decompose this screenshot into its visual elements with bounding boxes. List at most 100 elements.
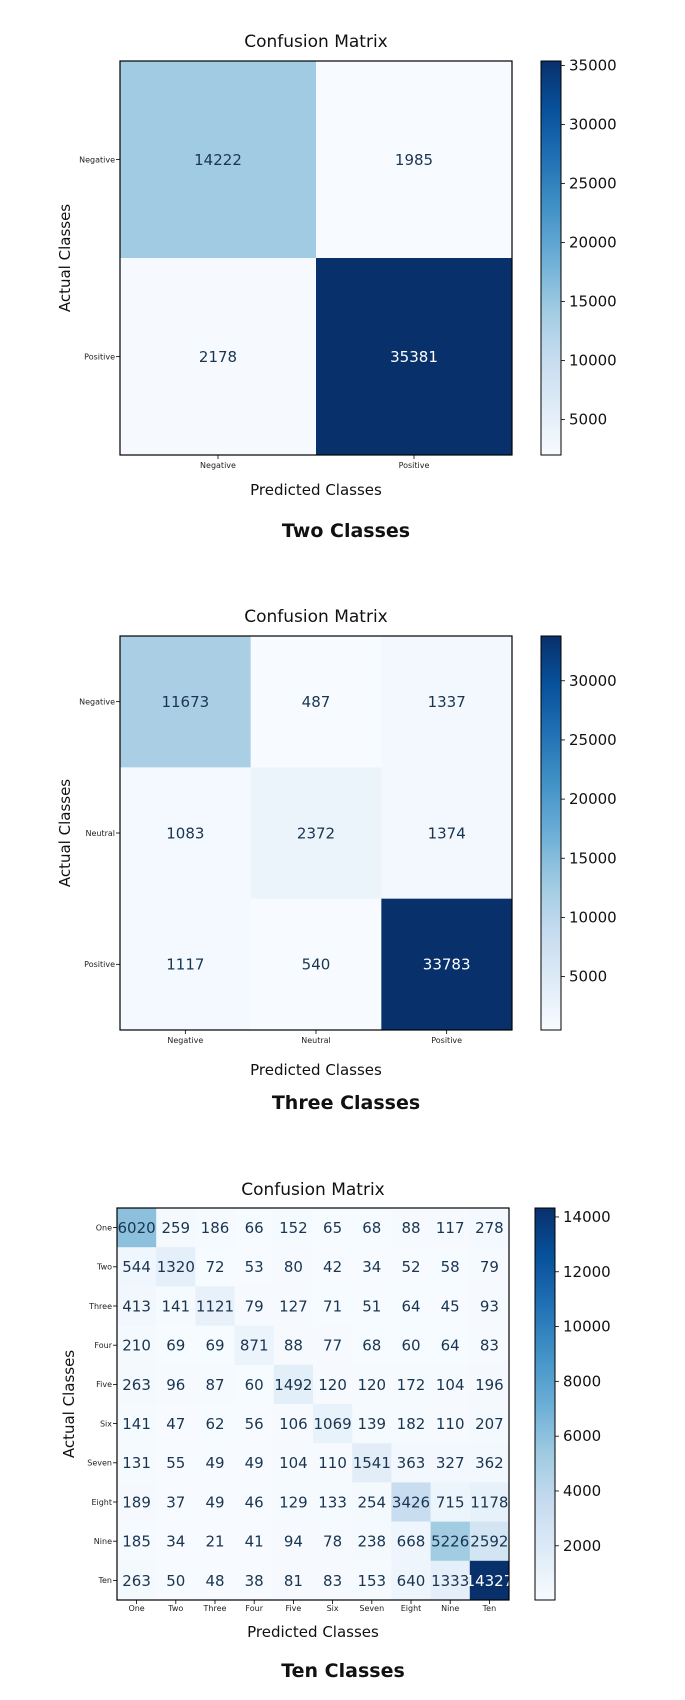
cell-value-label: 51 bbox=[362, 1297, 381, 1315]
cell-value-label: 186 bbox=[201, 1219, 230, 1237]
cell-value-label: 259 bbox=[161, 1219, 190, 1237]
cell-value-label: 68 bbox=[362, 1219, 381, 1237]
cell-value-label: 207 bbox=[475, 1415, 504, 1433]
cell-value-label: 1492 bbox=[274, 1376, 312, 1394]
cell-value-label: 540 bbox=[302, 956, 331, 974]
matrix-cell bbox=[250, 636, 382, 768]
matrix-cell bbox=[316, 258, 513, 456]
matrix-cell bbox=[120, 767, 251, 899]
matrix-cell bbox=[117, 1325, 157, 1366]
y-tick-label: One bbox=[96, 1223, 112, 1232]
cell-value-label: 88 bbox=[401, 1219, 420, 1237]
cell-value-label: 1337 bbox=[428, 693, 466, 711]
matrix-cell bbox=[352, 1560, 392, 1601]
matrix-cell bbox=[313, 1364, 353, 1405]
matrix-cell bbox=[234, 1560, 275, 1601]
matrix-cell bbox=[117, 1364, 157, 1405]
matrix-cell bbox=[250, 767, 382, 899]
cell-value-label: 133 bbox=[318, 1493, 347, 1511]
y-tick-label: Positive bbox=[84, 352, 115, 361]
cell-value-label: 152 bbox=[279, 1219, 308, 1237]
y-tick-label: Negative bbox=[79, 697, 115, 706]
colorbar bbox=[540, 635, 562, 1031]
cell-value-label: 1083 bbox=[166, 824, 204, 842]
matrix-cell bbox=[156, 1443, 196, 1483]
cell-value-label: 871 bbox=[240, 1337, 269, 1355]
cell-value-label: 21 bbox=[205, 1533, 224, 1551]
cell-value-label: 1117 bbox=[166, 956, 204, 974]
matrix-cell bbox=[273, 1325, 314, 1366]
cell-value-label: 55 bbox=[166, 1454, 185, 1472]
cell-value-label: 47 bbox=[166, 1415, 185, 1433]
matrix-cell bbox=[195, 1208, 235, 1248]
cell-value-label: 104 bbox=[279, 1454, 308, 1472]
cell-value-label: 120 bbox=[318, 1376, 347, 1394]
cell-value-label: 3426 bbox=[392, 1493, 430, 1511]
matrix-cell bbox=[391, 1560, 431, 1601]
panel-caption: Ten Classes bbox=[281, 1660, 405, 1682]
cell-value-label: 34 bbox=[166, 1533, 185, 1551]
matrix-cell bbox=[195, 1247, 235, 1287]
cell-value-label: 37 bbox=[166, 1493, 185, 1511]
panel-caption: Two Classes bbox=[282, 520, 410, 542]
matrix-cell bbox=[120, 258, 317, 456]
y-tick-label: Ten bbox=[97, 1576, 112, 1585]
matrix-cell bbox=[381, 636, 513, 768]
matrix-cell bbox=[430, 1325, 471, 1366]
matrix-cell bbox=[273, 1247, 314, 1287]
matrix-cell bbox=[469, 1404, 510, 1444]
cell-value-label: 141 bbox=[161, 1297, 190, 1315]
matrix-cell bbox=[469, 1443, 510, 1483]
cell-value-label: 88 bbox=[284, 1337, 303, 1355]
matrix-cell bbox=[156, 1325, 196, 1366]
cell-value-label: 120 bbox=[357, 1376, 386, 1394]
matrix-cell bbox=[234, 1404, 275, 1444]
matrix-cell bbox=[313, 1325, 353, 1366]
cell-value-label: 38 bbox=[245, 1572, 264, 1590]
matrix-cell bbox=[469, 1325, 510, 1366]
cell-value-label: 263 bbox=[122, 1376, 151, 1394]
cell-value-label: 49 bbox=[205, 1454, 224, 1472]
matrix-cell bbox=[117, 1208, 157, 1248]
matrix-cell bbox=[273, 1560, 314, 1601]
matrix-cell bbox=[313, 1286, 353, 1326]
chart-title: Confusion Matrix bbox=[241, 1180, 385, 1200]
y-axis-label: Actual Classes bbox=[56, 779, 74, 887]
matrix-cell bbox=[195, 1286, 235, 1326]
matrix-cell bbox=[156, 1521, 196, 1562]
cell-value-label: 668 bbox=[397, 1533, 426, 1551]
colorbar-tick-label: 30000 bbox=[569, 115, 617, 133]
cell-value-label: 83 bbox=[323, 1572, 342, 1590]
colorbar-tick-label: 25000 bbox=[569, 174, 617, 192]
three-class-confusion-matrix: 11673 487 1337 1083 2372 1374 1117 540 33783 Nega… bbox=[56, 607, 617, 1114]
colorbar-tick-label: 14000 bbox=[563, 1208, 611, 1226]
colorbar-tick-label: 20000 bbox=[569, 233, 617, 251]
colorbar-tick-label: 5000 bbox=[569, 968, 607, 986]
cell-value-label: 87 bbox=[205, 1376, 224, 1394]
matrix-cell bbox=[469, 1364, 510, 1405]
cell-value-label: 1121 bbox=[196, 1297, 234, 1315]
matrix-cell bbox=[234, 1364, 275, 1405]
cell-value-label: 362 bbox=[475, 1454, 504, 1472]
matrix-cell bbox=[120, 898, 251, 1031]
matrix-cell bbox=[273, 1286, 314, 1326]
colorbar-tick-label: 8000 bbox=[563, 1372, 601, 1390]
matrix-cell bbox=[391, 1208, 431, 1248]
matrix-cell bbox=[313, 1443, 353, 1483]
cell-value-label: 11673 bbox=[161, 693, 209, 711]
matrix-cell bbox=[234, 1443, 275, 1483]
y-tick-label: Neutral bbox=[85, 829, 115, 838]
matrix-cell bbox=[391, 1521, 431, 1562]
matrix-cell bbox=[391, 1404, 431, 1444]
cell-value-label: 58 bbox=[441, 1258, 460, 1276]
matrix-cell bbox=[381, 767, 513, 899]
cell-value-label: 83 bbox=[480, 1337, 499, 1355]
matrix-cell bbox=[156, 1286, 196, 1326]
matrix-cell bbox=[234, 1286, 275, 1326]
cell-value-label: 1178 bbox=[470, 1493, 508, 1511]
x-axis-label: Predicted Classes bbox=[247, 1623, 379, 1641]
matrix-cell bbox=[156, 1364, 196, 1405]
matrix-cell bbox=[430, 1247, 471, 1287]
colorbar bbox=[534, 1207, 556, 1601]
matrix-cell bbox=[234, 1521, 275, 1562]
